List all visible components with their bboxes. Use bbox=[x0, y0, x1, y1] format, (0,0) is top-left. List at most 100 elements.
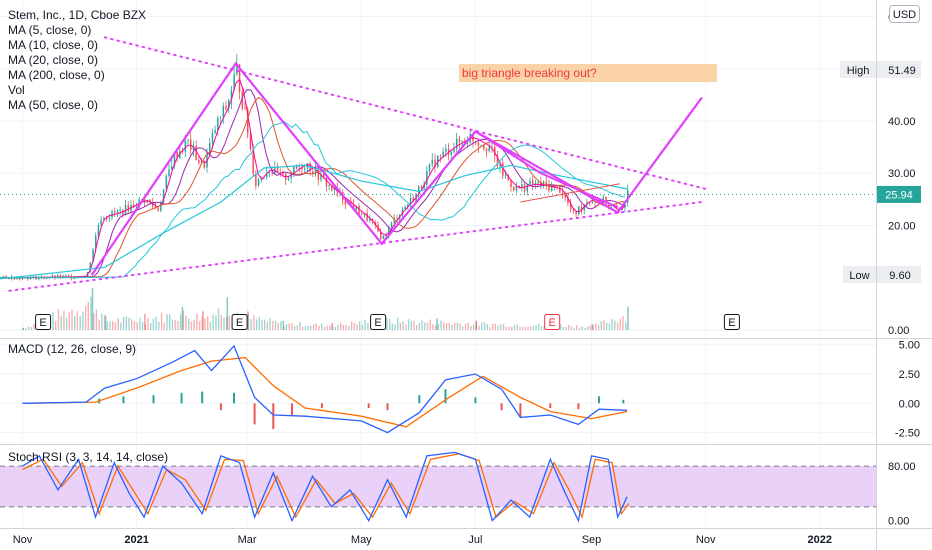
volume-bar bbox=[573, 327, 575, 330]
time-axis[interactable]: Nov 2021 Mar May Jul Sep Nov 2022 bbox=[13, 534, 832, 546]
candle-body bbox=[580, 206, 583, 211]
volume-bar bbox=[280, 321, 282, 330]
earnings-marker[interactable] bbox=[370, 314, 387, 330]
volume-bar bbox=[274, 320, 277, 330]
volume-bar bbox=[255, 319, 258, 330]
macd-histogram-bar bbox=[598, 396, 600, 404]
volume-bar bbox=[597, 325, 600, 330]
candle-body bbox=[513, 186, 515, 191]
candle-body bbox=[515, 186, 518, 191]
volume-bar bbox=[413, 321, 415, 330]
macd-axis[interactable]: 5.00 2.50 0.00 -2.50 bbox=[895, 340, 920, 440]
candle-body bbox=[293, 166, 295, 175]
upper-trendline[interactable] bbox=[103, 36, 707, 190]
volume-bar bbox=[103, 315, 106, 330]
annotation-box[interactable] bbox=[459, 64, 717, 82]
legend-ma10[interactable]: MA (10, close, 0) bbox=[8, 38, 98, 52]
trend-drawings[interactable] bbox=[8, 36, 707, 292]
stoch-rsi-pane bbox=[22, 451, 630, 523]
candle-body bbox=[407, 204, 409, 207]
lower-trendline[interactable] bbox=[8, 201, 703, 292]
legend-ma200[interactable]: MA (200, close, 0) bbox=[8, 68, 105, 82]
macd-line bbox=[22, 344, 628, 434]
candle-body bbox=[548, 184, 550, 191]
candle-body bbox=[135, 206, 138, 208]
volume-bar bbox=[570, 326, 573, 330]
volume-bar bbox=[616, 322, 619, 330]
volume-bar bbox=[559, 324, 562, 330]
stoch-k-line bbox=[22, 451, 628, 523]
volume-bar bbox=[160, 312, 163, 330]
volume-bar bbox=[266, 321, 269, 330]
legend-ma20[interactable]: MA (20, close, 0) bbox=[8, 53, 98, 67]
volume-bar bbox=[470, 326, 472, 330]
candle-body bbox=[168, 169, 170, 177]
legend-ma50[interactable]: MA (50, close, 0) bbox=[8, 98, 98, 112]
candle-body bbox=[73, 278, 75, 279]
time-tick-label: 2022 bbox=[808, 534, 832, 546]
candle-body bbox=[27, 277, 29, 280]
candle-body bbox=[195, 145, 197, 161]
volume-bar bbox=[204, 318, 206, 330]
candle-body bbox=[385, 235, 387, 236]
currency-button[interactable] bbox=[889, 5, 920, 23]
macd-title[interactable]: MACD (12, 26, close, 9) bbox=[8, 342, 136, 356]
candle-body bbox=[374, 222, 376, 225]
volume-bar bbox=[177, 321, 179, 330]
candle-body bbox=[572, 209, 575, 211]
volume-bar bbox=[93, 313, 95, 330]
candle-body bbox=[105, 218, 108, 220]
symbol-title[interactable]: Stem, Inc., 1D, Cboe BZX bbox=[8, 8, 146, 22]
volume-bar bbox=[519, 326, 521, 330]
stoch-rsi-axis[interactable]: 80.00 0.00 bbox=[888, 461, 916, 527]
volume-bar bbox=[147, 318, 149, 330]
candle-body bbox=[423, 184, 425, 189]
volume-bar bbox=[388, 318, 391, 330]
legend-vol[interactable]: Vol bbox=[8, 83, 25, 97]
price-tick-label: 20.00 bbox=[888, 221, 916, 233]
candle-body bbox=[526, 184, 528, 192]
low-value: 9.60 bbox=[889, 270, 910, 282]
macd-histogram-bar bbox=[320, 403, 323, 408]
volume-bar bbox=[179, 314, 182, 330]
candle-body bbox=[59, 275, 62, 278]
volume-bar bbox=[30, 327, 32, 330]
candle-body bbox=[567, 197, 569, 204]
candle-body bbox=[480, 145, 482, 147]
macd-histogram-bar bbox=[577, 403, 580, 410]
earnings-marker[interactable] bbox=[723, 314, 740, 330]
stoch-tick-label: 80.00 bbox=[888, 461, 916, 473]
candle-body bbox=[304, 168, 306, 170]
pattern-line[interactable] bbox=[90, 61, 703, 276]
volume-bar bbox=[264, 319, 266, 330]
volume-bar bbox=[68, 312, 70, 330]
candle-body bbox=[488, 146, 490, 152]
candle-body bbox=[173, 152, 176, 166]
volume-bar bbox=[410, 321, 412, 330]
volume-bar bbox=[202, 311, 204, 330]
volume-bar bbox=[171, 319, 174, 330]
earnings-marker[interactable] bbox=[544, 314, 561, 330]
candle-body bbox=[369, 219, 371, 221]
candle-body bbox=[466, 142, 469, 144]
legend-ma5[interactable]: MA (5, close, 0) bbox=[8, 23, 91, 37]
candle-body bbox=[331, 184, 333, 191]
candle-body bbox=[502, 163, 504, 176]
wedge-upper-line[interactable] bbox=[474, 130, 619, 209]
earnings-marker[interactable] bbox=[35, 314, 52, 330]
earnings-marker[interactable] bbox=[231, 314, 248, 330]
wedge-lower-line[interactable] bbox=[520, 183, 620, 203]
candle-body bbox=[442, 151, 444, 157]
stoch-rsi-title[interactable]: Stoch RSI (3, 3, 14, 14, close) bbox=[8, 450, 168, 464]
candle-body bbox=[38, 277, 40, 280]
candle-body bbox=[217, 117, 219, 130]
volume-bar bbox=[448, 323, 450, 330]
candle-body bbox=[483, 145, 485, 150]
legend[interactable]: Stem, Inc., 1D, Cboe BZX MA (5, close, 0… bbox=[8, 8, 146, 112]
volume-bar bbox=[331, 323, 333, 330]
candle-body bbox=[222, 106, 225, 118]
candle-body bbox=[431, 159, 433, 165]
